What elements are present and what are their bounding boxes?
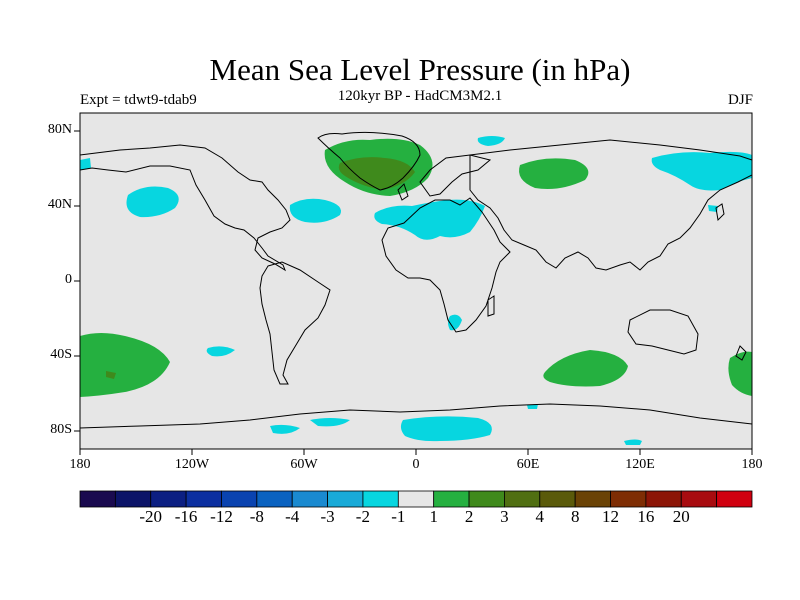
colorbar-label: -1	[391, 507, 406, 526]
colorbar-label: 1	[429, 507, 438, 526]
colorbar-label: 4	[535, 507, 545, 526]
x-tick-60e: 60E	[516, 457, 540, 472]
y-tick-80s: 80S	[50, 422, 72, 437]
colorbar-swatch	[185, 490, 222, 508]
colorbar-swatch	[645, 490, 682, 508]
colorbar-label: 20	[672, 507, 690, 526]
colorbar-label: 16	[637, 507, 655, 526]
colorbar-swatch	[433, 490, 470, 508]
colorbar-swatch	[539, 490, 576, 508]
colorbar-swatch	[114, 490, 152, 508]
europe-africa-coast	[381, 197, 511, 333]
antarctica-coast	[79, 403, 753, 429]
colorbar-label: 12	[602, 507, 619, 526]
colorbar-label: -4	[285, 507, 300, 526]
colorbar-label: -3	[320, 507, 335, 526]
colorbar-label: -12	[210, 507, 233, 526]
colorbar-label: -2	[355, 507, 370, 526]
colorbar-swatch	[397, 490, 435, 508]
x-tick-120w: 120W	[174, 457, 210, 472]
colorbar-label: 8	[570, 507, 580, 526]
coastlines	[79, 131, 753, 429]
positive-anomaly-regions	[80, 138, 752, 397]
japan-coast	[715, 203, 725, 222]
colorbar-swatch	[79, 490, 116, 508]
colorbar-swatch	[716, 490, 753, 508]
colorbar-swatch	[362, 490, 399, 508]
colorbar-swatch	[150, 490, 187, 508]
chart-title: Mean Sea Level Pressure (in hPa)	[209, 52, 631, 87]
new-zealand-coast	[735, 345, 747, 361]
greenland-coast	[317, 131, 421, 191]
colorbar-label: -20	[139, 507, 163, 526]
chart-subtitle: 120kyr BP - HadCM3M2.1	[337, 88, 503, 104]
x-tick-180w: 180	[69, 457, 91, 472]
y-tick-40n: 40N	[47, 197, 72, 212]
negative-anomaly-regions	[80, 136, 752, 445]
madagascar-coast	[487, 295, 495, 317]
colorbar-label: -16	[174, 507, 198, 526]
colorbar-swatch	[574, 490, 611, 508]
colorbar-swatch	[504, 490, 541, 508]
colorbar-swatch	[291, 490, 328, 508]
colorbar-swatch	[256, 490, 293, 508]
y-tick-0: 0	[65, 272, 72, 287]
colorbar-swatch	[327, 490, 364, 508]
colorbar-swatch	[680, 490, 718, 508]
x-tick-180e: 180	[741, 457, 763, 472]
x-tick-120e: 120E	[625, 457, 655, 472]
colorbar-label: 2	[464, 507, 474, 526]
axis-ticks	[74, 130, 753, 455]
x-tick-60w: 60W	[290, 457, 318, 472]
colorbar-swatch	[610, 490, 647, 508]
colorbar	[79, 490, 753, 508]
experiment-label: Expt = tdwt9-tdab9	[80, 92, 197, 108]
season-label: DJF	[727, 92, 753, 108]
colorbar-label: 3	[500, 507, 509, 526]
uk-coast	[397, 183, 409, 201]
colorbar-swatch	[221, 490, 258, 508]
scandinavia-coast	[419, 154, 492, 197]
colorbar-swatch	[468, 490, 505, 508]
australia-coast	[627, 309, 699, 355]
x-tick-0: 0	[412, 457, 420, 472]
asia-coast	[469, 139, 753, 271]
south-america-coast	[259, 261, 331, 385]
y-tick-80n: 80N	[47, 122, 72, 137]
colorbar-label: -8	[249, 507, 264, 526]
y-tick-40s: 40S	[50, 347, 72, 362]
